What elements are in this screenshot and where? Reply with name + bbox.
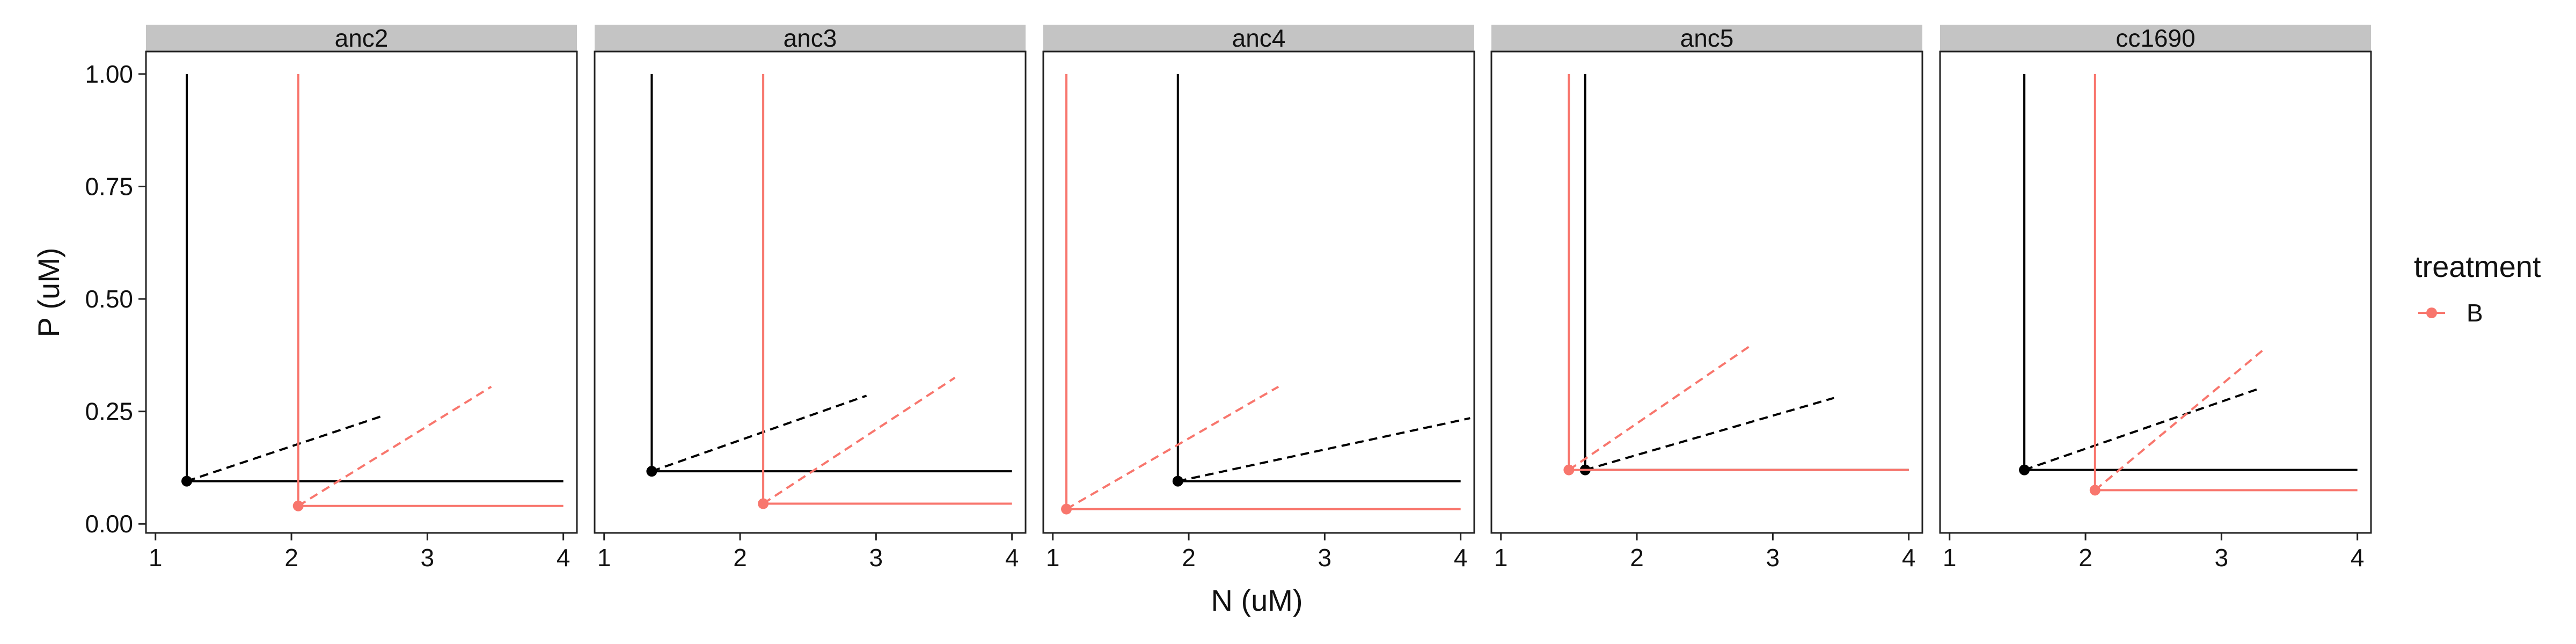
reference-supply-line	[1585, 397, 1834, 471]
facet-strip	[146, 25, 577, 52]
treatment-b-supply-line	[763, 377, 956, 505]
x-tick-label: 3	[869, 544, 883, 572]
facet-label: anc3	[784, 24, 837, 52]
x-tick-label: 4	[1902, 544, 1916, 572]
panel-border	[1939, 50, 2372, 534]
x-tick-label: 3	[421, 544, 435, 572]
panel-border	[594, 50, 1027, 534]
treatment-b-point	[2089, 485, 2101, 496]
reference-supply-line	[1177, 417, 1470, 482]
reference-point	[646, 466, 657, 477]
x-tick-label: 3	[1766, 544, 1780, 572]
x-tick-label: 1	[597, 544, 611, 572]
facet-strip	[1940, 25, 2371, 52]
panel-border	[145, 50, 578, 534]
x-tick-label: 1	[1046, 544, 1060, 572]
x-tick-label: 1	[149, 544, 163, 572]
x-tick-label: 2	[2079, 544, 2092, 572]
x-tick-label: 3	[2215, 544, 2229, 572]
x-tick-label: 2	[733, 544, 747, 572]
y-tick-label: 0.25	[85, 398, 133, 426]
facet-label: anc5	[1680, 24, 1734, 52]
reference-supply-line	[186, 415, 383, 482]
facet-label: anc4	[1232, 24, 1286, 52]
x-tick-label: 2	[1630, 544, 1644, 572]
reference-supply-line	[651, 394, 867, 473]
x-tick-label: 2	[1182, 544, 1196, 572]
treatment-b-supply-line	[1066, 385, 1279, 510]
x-tick-label: 1	[1943, 544, 1957, 572]
treatment-b-point	[292, 500, 304, 511]
legend-title: treatment	[2414, 250, 2541, 283]
x-tick-label: 4	[557, 544, 570, 572]
reference-point	[181, 475, 192, 487]
panel-border	[1490, 50, 1923, 534]
x-tick-label: 3	[1318, 544, 1332, 572]
treatment-b-supply-line	[2094, 349, 2263, 491]
x-tick-label: 4	[2351, 544, 2365, 572]
legend-key-point	[2426, 308, 2437, 318]
treatment-b-supply-line	[297, 385, 492, 507]
x-tick-label: 1	[1494, 544, 1508, 572]
facet-strip	[1043, 25, 1474, 52]
panel-border	[1042, 50, 1475, 534]
facet-strip	[595, 25, 1026, 52]
treatment-b-point	[1061, 503, 1072, 515]
y-tick-label: 0.00	[85, 510, 133, 538]
facet-label: cc1690	[2116, 24, 2195, 52]
y-tick-label: 1.00	[85, 60, 133, 88]
x-tick-label: 4	[1454, 544, 1468, 572]
y-tick-label: 0.50	[85, 285, 133, 313]
y-tick-label: 0.75	[85, 172, 133, 200]
x-tick-label: 2	[284, 544, 298, 572]
x-axis-title: N (uM)	[1211, 583, 1302, 617]
reference-supply-line	[2024, 387, 2259, 471]
legend-label: B	[2467, 299, 2483, 327]
treatment-b-point	[1563, 464, 1575, 475]
treatment-b-supply-line	[1568, 345, 1751, 471]
treatment-b-point	[758, 498, 769, 509]
reference-point	[1172, 475, 1183, 487]
facet-label: anc2	[335, 24, 389, 52]
x-tick-label: 4	[1005, 544, 1019, 572]
y-axis-title: P (uM)	[32, 248, 65, 338]
facet-strip	[1491, 25, 1922, 52]
reference-point	[2019, 464, 2030, 475]
